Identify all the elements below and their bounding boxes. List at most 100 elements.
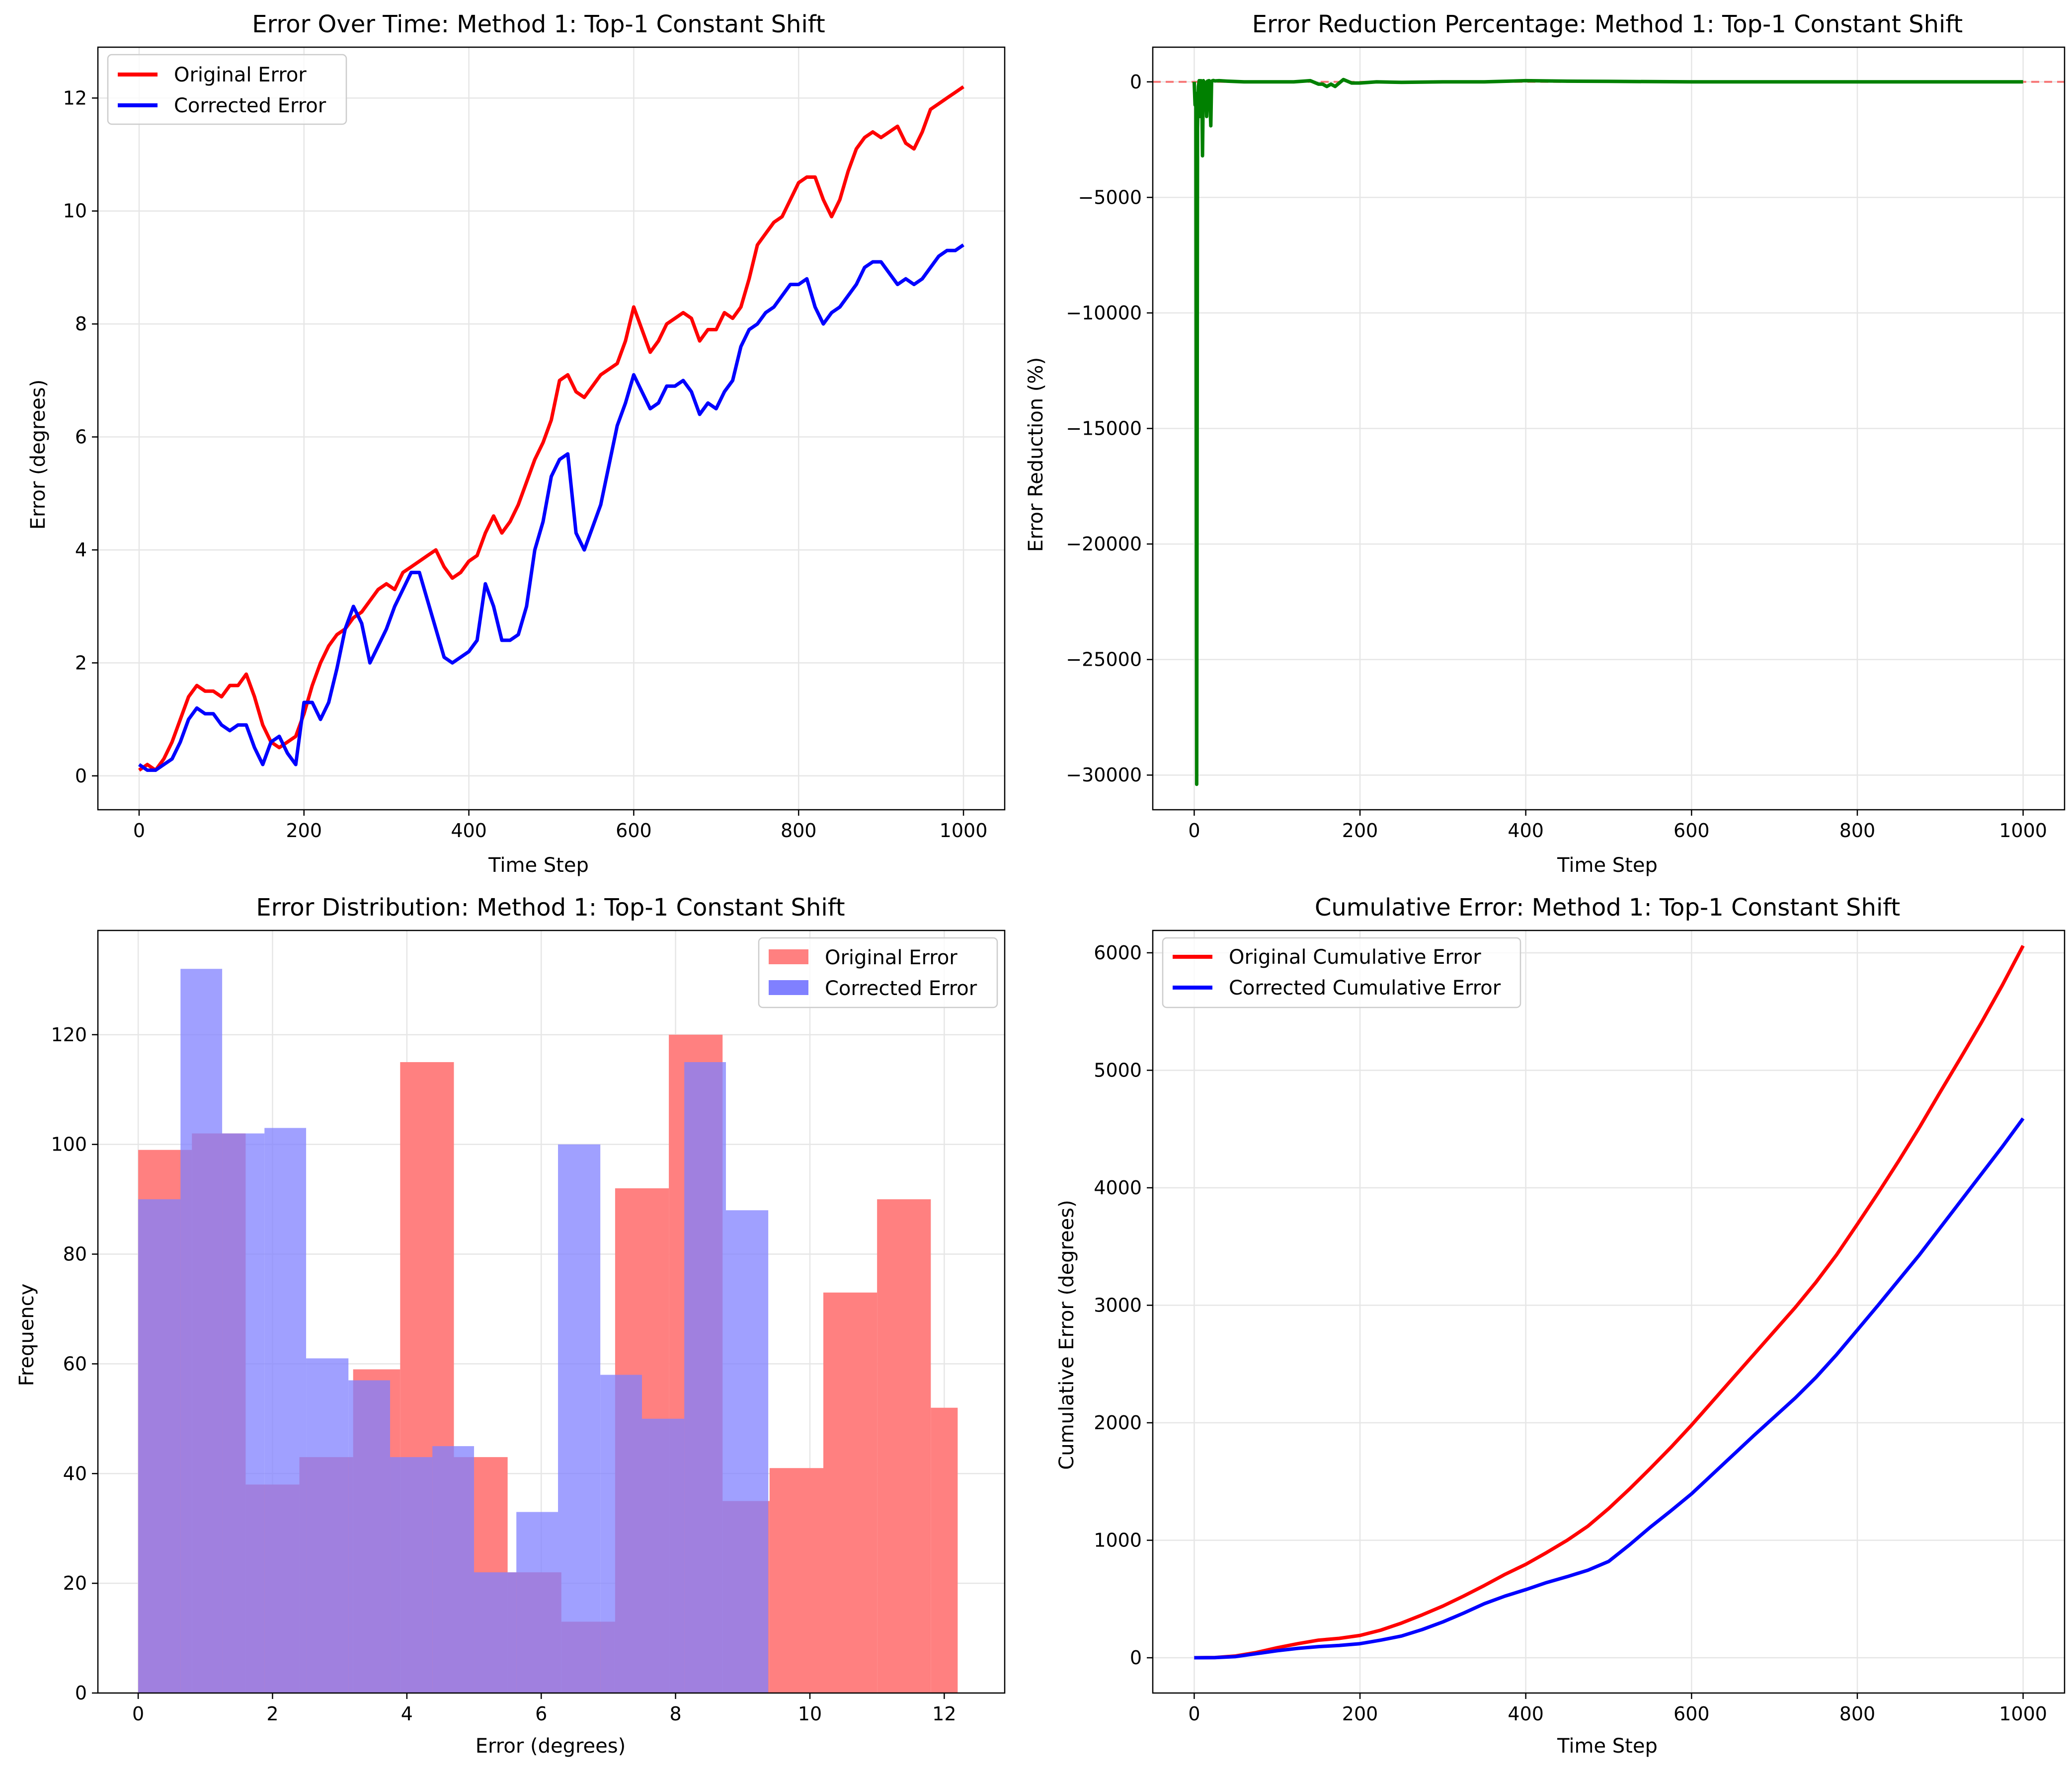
hist-bar-corrected [390,1457,433,1693]
x-axis-label: Time Step [1557,1735,1658,1758]
y-tick-label: 0 [1130,1647,1142,1669]
plot-area [138,969,958,1693]
chart-title: Error Distribution: Method 1: Top-1 Cons… [256,894,845,922]
y-tick-label: 4 [75,539,87,561]
x-tick-label: 0 [132,1703,144,1725]
y-tick-label: −30000 [1066,764,1142,786]
x-tick-label: 800 [781,820,817,842]
y-tick-label: 2000 [1094,1412,1142,1434]
chart-title: Cumulative Error: Method 1: Top-1 Consta… [1315,894,1900,922]
legend-label-corrected: Corrected Error [825,977,977,1000]
panel-error-over-time: Error Over Time: Method 1: Top-1 Constan… [27,10,1006,877]
y-tick-label: 1000 [1094,1530,1142,1551]
y-tick-label: 10 [63,200,87,222]
legend-box [107,54,347,125]
x-tick-label: 400 [1508,820,1544,842]
axes-frame [1152,929,2066,1694]
hist-bar-corrected [684,1062,726,1693]
y-tick-label: 6 [75,426,87,448]
y-tick-label: 0 [75,765,87,787]
x-axis-label: Time Step [488,854,589,877]
y-tick-label: 100 [51,1134,87,1155]
axes-frame [1152,46,2066,811]
panel-error-distribution: Error Distribution: Method 1: Top-1 Cons… [15,894,1006,1758]
y-tick-label: 60 [63,1353,87,1375]
series-line-1 [1194,1117,2025,1660]
hist-bar-original [877,1199,931,1693]
series-line-0 [1194,945,2025,1660]
x-tick-label: 1000 [1999,820,2047,842]
x-tick-label: 200 [1342,1703,1378,1725]
legend-box [1162,937,1521,1008]
x-tick-label: 400 [1508,1703,1544,1725]
y-axis-label: Error Reduction (%) [1025,357,1047,552]
hist-bar-corrected [180,969,223,1693]
hist-bar-corrected [432,1446,475,1693]
hist-bar-corrected [600,1375,642,1693]
y-tick-label: 2 [75,652,87,674]
y-tick-label: −15000 [1066,418,1142,440]
x-tick-label: 600 [1674,820,1710,842]
y-tick-label: −25000 [1066,649,1142,671]
legend-label-original: Original Error [825,946,957,969]
grid [98,47,1005,810]
x-tick-label: 8 [669,1703,681,1725]
hist-bar-corrected [222,1133,265,1693]
plot-area [138,85,964,772]
y-tick-label: 6000 [1094,942,1142,964]
series-line-0 [138,85,964,772]
x-axis-label: Error (degrees) [476,1735,626,1758]
axes-frame [97,929,1006,1694]
tick-labels: 0 200 400 600 800 1000 0 2 4 6 8 10 12 [63,87,988,842]
axes-frame [97,46,1006,811]
x-tick-label: 0 [1188,1703,1200,1725]
y-tick-label: −20000 [1066,533,1142,555]
x-tick-label: 2 [266,1703,278,1725]
x-tick-label: 600 [616,820,652,842]
hist-bar-corrected [348,1380,391,1693]
y-tick-label: 4000 [1094,1177,1142,1199]
y-axis-label: Frequency [15,1284,38,1386]
y-tick-label: 120 [51,1024,87,1046]
y-tick-label: 12 [63,87,87,109]
y-tick-label: 3000 [1094,1294,1142,1316]
panel-cumulative-error: Cumulative Error: Method 1: Top-1 Consta… [1055,894,2066,1758]
legend-label-original: Original Error [174,64,307,86]
hist-bar-original [823,1292,877,1693]
tick-labels: 0 200 400 600 800 1000 0 −5000 −10000 −15000 −2000… [1066,71,2047,842]
x-tick-label: 4 [401,1703,413,1725]
x-tick-label: 600 [1674,1703,1710,1725]
x-tick-label: 800 [1839,1703,1876,1725]
x-tick-label: 10 [798,1703,822,1725]
legend-swatch-original [769,949,808,964]
series-line-1 [138,243,964,772]
x-tick-label: 200 [286,820,322,842]
x-tick-label: 12 [932,1703,956,1725]
y-tick-label: 8 [75,313,87,335]
y-axis-label: Error (degrees) [27,380,50,530]
hist-bar-corrected [516,1512,558,1693]
hist-bar-corrected [138,1199,181,1693]
hist-bar-corrected [264,1128,307,1693]
x-tick-label: 6 [535,1703,547,1725]
chart-title: Error Reduction Percentage: Method 1: To… [1252,10,1963,38]
legend-swatch-corrected [769,980,808,995]
y-axis-label: Cumulative Error (degrees) [1055,1200,1078,1469]
x-tick-label: 0 [133,820,145,842]
chart-title: Error Over Time: Method 1: Top-1 Constan… [252,10,825,38]
plot-area [1153,77,2065,786]
y-tick-label: 40 [63,1463,87,1484]
y-tick-label: −10000 [1066,302,1142,324]
tick-labels: 0 200 400 600 800 1000 0 1000 2000 3000 4000 5000 60… [1094,942,2047,1725]
hist-bar-corrected [306,1358,349,1693]
x-tick-label: 400 [451,820,487,842]
y-tick-label: 20 [63,1572,87,1594]
y-tick-label: 5000 [1094,1059,1142,1081]
y-tick-label: 0 [75,1682,87,1704]
x-axis-label: Time Step [1557,854,1658,877]
series-line-0 [1192,77,2023,786]
grid [1153,930,2065,1693]
plot-area [1194,945,2025,1660]
